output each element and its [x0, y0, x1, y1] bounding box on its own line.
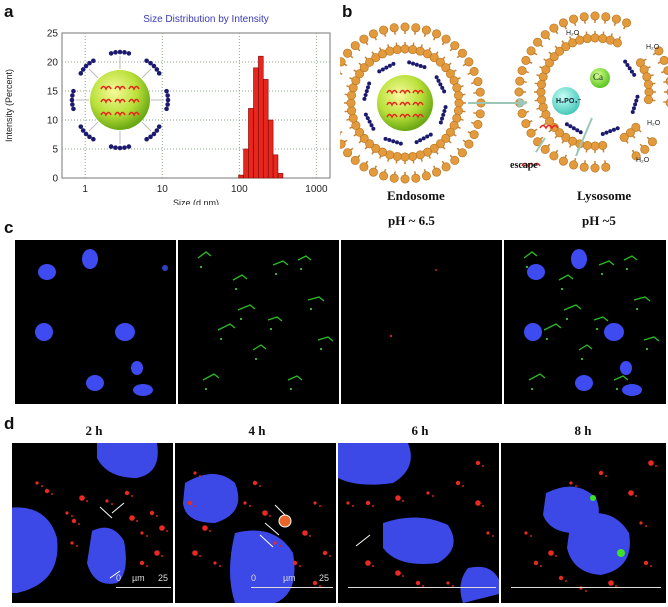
panel-d-image-2h: 0 µm 25 [12, 443, 173, 603]
histogram-bar [258, 55, 264, 179]
ca-label: Ca [593, 72, 603, 82]
time-label-6h: 6 h [411, 423, 429, 438]
time-label-8h: 8 h [574, 423, 592, 438]
water-label-2: H₂O [646, 44, 660, 51]
panel-b-letter: b [342, 2, 353, 21]
time-label-2h: 2 h [85, 423, 103, 438]
panel-a-letter: a [4, 2, 14, 21]
size-distribution-chart: Size Distribution by Intensity 0 5 10 15 20 25… [4, 14, 331, 205]
scale-bar-6h [348, 587, 496, 588]
scale-bar-2h: 0 µm 25 [116, 573, 171, 589]
scale-bar-8h [511, 587, 661, 588]
histogram-bar [272, 154, 279, 179]
y-tick-label: 15 [47, 87, 59, 98]
histogram-bar [248, 108, 254, 179]
y-tick-label: 20 [47, 58, 59, 69]
histogram-bar [243, 148, 249, 179]
scale-25: 25 [319, 573, 330, 583]
scale-bar-4h: 0 µm 25 [251, 573, 333, 588]
endosome-label: Endosome [387, 188, 445, 203]
panel-c-image-nuclei [15, 240, 176, 404]
y-tick-label: 10 [47, 116, 59, 127]
scale-0: 0 [251, 573, 257, 583]
x-tick-label: 1 [82, 184, 88, 195]
nanoparticle-illustration [69, 49, 171, 151]
panel-d-image-4h: 0 µm 25 [175, 443, 336, 603]
transition-arrow-head [518, 98, 528, 108]
histogram-bar [238, 174, 244, 179]
panel-c-letter: c [4, 218, 14, 237]
water-label-1: H₂O [566, 30, 580, 37]
time-label-4h: 4 h [248, 423, 266, 438]
panel-c-image-red [341, 240, 502, 404]
scale-25: 25 [158, 573, 169, 583]
chart-title: Size Distribution by Intensity [143, 14, 269, 25]
water-label-3: H₂O [647, 120, 661, 127]
lysosome-ph: pH ~5 [582, 213, 616, 228]
escape-label: escape [510, 160, 538, 171]
x-tick-label: 1000 [305, 184, 328, 195]
histogram-bar [267, 119, 274, 179]
histogram-bar [277, 173, 284, 179]
histogram-bar [263, 79, 269, 179]
histogram-bar [253, 67, 259, 179]
y-tick-label: 0 [52, 174, 58, 185]
water-label-4: H₂O [636, 157, 650, 164]
y-tick-label: 5 [52, 145, 58, 156]
endosome-lysosome-schematic [340, 11, 668, 184]
x-tick-label: 100 [231, 184, 248, 195]
panel-c-image-green [178, 240, 339, 404]
panel-d-letter: d [4, 414, 15, 433]
panel-d-image-8h [501, 443, 666, 603]
x-axis-label: Size (d.nm) [173, 198, 219, 205]
endosome-ph: pH ~ 6.5 [388, 213, 435, 228]
y-tick-label: 25 [47, 29, 59, 40]
lysosome [514, 11, 668, 173]
scale-unit: µm [132, 573, 145, 583]
panel-c-image-merged [504, 240, 666, 404]
endosome [340, 22, 486, 184]
hpo-label: H₂PO₄⁻ [556, 98, 582, 105]
x-tick-label: 10 [157, 184, 169, 195]
y-axis-label: Intensity (Percent) [4, 69, 14, 142]
panel-d-image-6h [338, 443, 499, 603]
scale-0: 0 [116, 573, 122, 583]
scale-unit: µm [283, 573, 296, 583]
lysosome-label: Lysosome [577, 188, 632, 203]
